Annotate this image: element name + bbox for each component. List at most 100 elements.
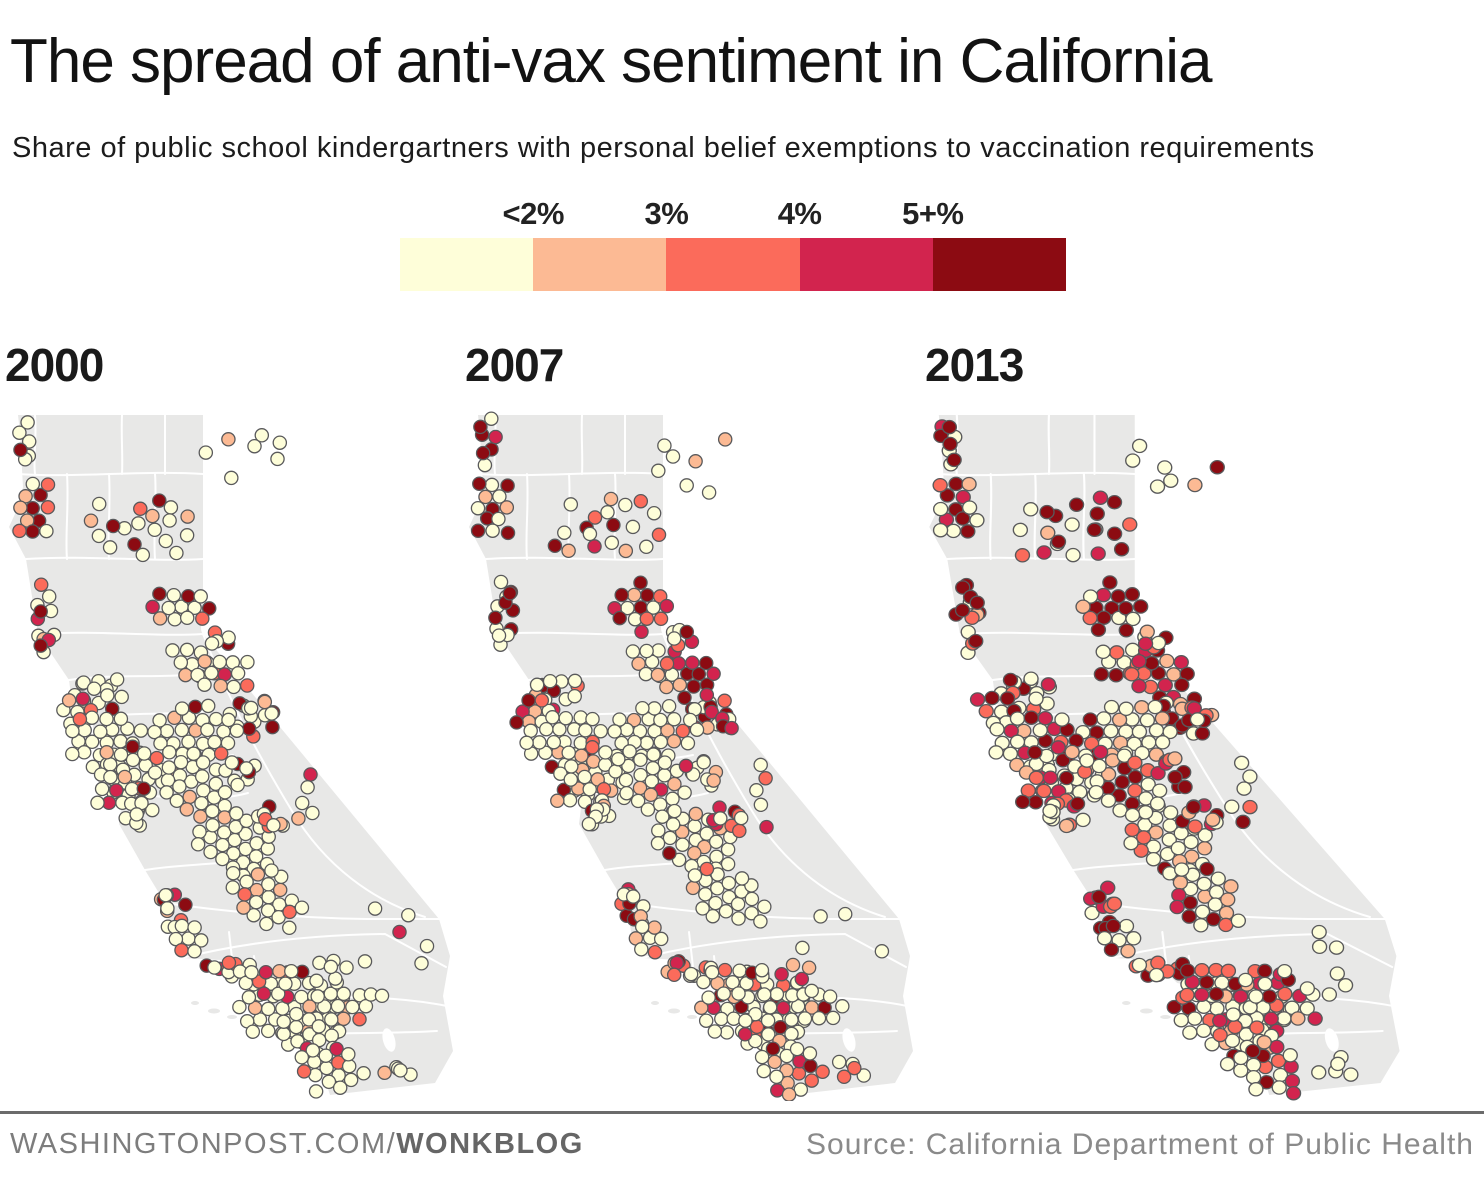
school-dot xyxy=(25,476,41,492)
school-dot xyxy=(582,526,598,542)
school-dot xyxy=(1149,479,1166,494)
school-dot xyxy=(91,528,107,544)
school-dot xyxy=(932,522,949,538)
channel-island-2 xyxy=(1122,1001,1131,1005)
school-dot xyxy=(1095,644,1111,660)
school-dot xyxy=(758,771,773,786)
school-dot xyxy=(769,1069,784,1085)
school-dot xyxy=(744,891,760,907)
school-dot xyxy=(208,711,224,727)
school-dot xyxy=(100,688,115,703)
school-dot xyxy=(696,755,711,770)
school-dot xyxy=(1311,924,1327,940)
school-dot xyxy=(1276,963,1293,979)
school-dot xyxy=(1137,636,1154,651)
school-dot xyxy=(666,967,682,983)
school-dot xyxy=(625,889,641,904)
school-dot xyxy=(1103,723,1119,739)
school-dot xyxy=(942,436,958,452)
school-dot xyxy=(645,760,661,776)
school-dot xyxy=(341,1047,356,1062)
school-dot xyxy=(40,477,56,492)
school-dot xyxy=(323,959,339,975)
school-dot xyxy=(152,611,168,626)
school-dot xyxy=(188,699,203,715)
school-dot xyxy=(984,690,1000,706)
school-dot xyxy=(561,745,576,760)
school-dot xyxy=(65,723,80,739)
school-dot xyxy=(336,1011,351,1027)
school-dot xyxy=(33,638,48,653)
school-dot xyxy=(247,438,262,454)
california-map-2000 xyxy=(9,414,453,1099)
school-dot xyxy=(301,1012,317,1027)
school-dot xyxy=(127,537,142,552)
school-dot xyxy=(1290,1011,1306,1026)
school-dot xyxy=(1195,1023,1212,1038)
school-dot xyxy=(1123,835,1139,851)
school-dot xyxy=(647,944,663,960)
school-dot xyxy=(472,476,487,492)
school-dot xyxy=(1208,986,1224,1002)
school-dot xyxy=(470,523,486,539)
school-dot xyxy=(178,667,193,683)
school-dot xyxy=(484,477,500,493)
school-dot xyxy=(1159,653,1175,669)
school-dot xyxy=(25,500,40,516)
school-dot xyxy=(179,802,195,817)
school-dot xyxy=(836,1069,852,1085)
school-dot xyxy=(109,672,125,687)
school-dot xyxy=(1173,1012,1189,1028)
school-dot xyxy=(236,900,251,915)
school-dot xyxy=(1233,1063,1249,1078)
school-dot xyxy=(1028,691,1044,706)
school-dot xyxy=(643,787,659,803)
school-dot xyxy=(1009,734,1026,750)
school-dot xyxy=(1230,913,1247,928)
school-dot xyxy=(192,824,207,840)
school-dot xyxy=(303,767,318,782)
school-dot xyxy=(1179,987,1195,1003)
school-dot xyxy=(1139,712,1156,728)
school-dot xyxy=(753,797,769,813)
school-dot xyxy=(345,999,360,1015)
school-dot xyxy=(815,1064,830,1080)
school-dot xyxy=(1343,1067,1359,1082)
school-dot xyxy=(598,745,613,760)
school-dot xyxy=(631,656,646,671)
school-dot xyxy=(321,1074,337,1090)
school-dot xyxy=(294,1050,310,1065)
school-dot xyxy=(651,643,666,658)
school-dot xyxy=(856,1068,872,1083)
school-dot xyxy=(125,739,140,755)
school-dot xyxy=(634,624,649,640)
school-dot xyxy=(261,877,276,892)
legend-swatch-1 xyxy=(533,238,667,291)
school-dot xyxy=(1307,1011,1323,1026)
school-dot xyxy=(726,1011,741,1026)
school-dot xyxy=(647,920,662,935)
school-dot xyxy=(646,505,662,521)
school-dot xyxy=(1145,851,1162,867)
school-dot xyxy=(731,986,746,1001)
school-dot xyxy=(1139,624,1155,640)
page-subtitle: Share of public school kindergartners wi… xyxy=(12,132,1315,164)
school-dot xyxy=(1196,841,1213,856)
school-dot xyxy=(311,1019,327,1034)
channel-island-0 xyxy=(1140,1008,1153,1014)
school-dot xyxy=(1002,672,1019,688)
school-dot xyxy=(686,679,701,694)
school-dot xyxy=(39,523,54,539)
school-dot xyxy=(534,693,550,708)
school-dot xyxy=(419,938,435,954)
school-dot xyxy=(103,769,118,785)
school-dot xyxy=(272,963,287,979)
school-dot xyxy=(1242,769,1258,784)
school-dot xyxy=(221,432,236,447)
school-dot xyxy=(1282,1048,1298,1063)
school-dot xyxy=(1127,769,1144,785)
school-dot xyxy=(225,865,241,881)
school-dot xyxy=(691,666,707,682)
school-dot xyxy=(1258,1074,1275,1090)
school-dot xyxy=(153,736,168,751)
